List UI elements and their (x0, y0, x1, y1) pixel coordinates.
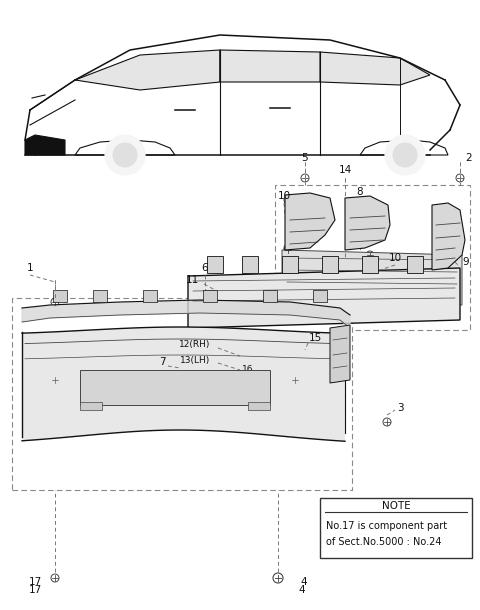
Bar (12, 298, 352, 490)
Polygon shape (432, 203, 465, 270)
Polygon shape (75, 50, 220, 90)
Polygon shape (360, 140, 448, 155)
Text: 16: 16 (242, 365, 254, 375)
Bar (80, 370, 270, 405)
Polygon shape (345, 196, 390, 250)
Text: 5: 5 (302, 153, 308, 163)
Circle shape (113, 143, 137, 167)
Polygon shape (282, 256, 298, 273)
Text: of Sect.No.5000 : No.24: of Sect.No.5000 : No.24 (326, 537, 442, 547)
Polygon shape (282, 250, 462, 305)
Text: 9: 9 (462, 257, 468, 267)
Text: 10: 10 (277, 191, 290, 201)
Bar (320, 498, 472, 558)
Text: 13(LH): 13(LH) (180, 356, 210, 365)
Bar (80, 402, 102, 410)
Text: 1: 1 (27, 263, 33, 273)
Polygon shape (313, 290, 327, 302)
Bar (248, 402, 270, 410)
Polygon shape (320, 52, 430, 85)
Polygon shape (25, 135, 65, 155)
Text: 4: 4 (298, 585, 305, 595)
Polygon shape (362, 256, 378, 273)
Polygon shape (75, 140, 175, 155)
Circle shape (393, 143, 417, 167)
Polygon shape (330, 325, 350, 383)
Polygon shape (285, 193, 335, 250)
Text: 8: 8 (357, 187, 363, 197)
Polygon shape (220, 50, 350, 82)
Polygon shape (263, 290, 277, 302)
Polygon shape (22, 327, 345, 441)
Polygon shape (242, 256, 258, 273)
Polygon shape (203, 290, 217, 302)
Text: 17: 17 (28, 585, 42, 595)
Text: 14: 14 (338, 165, 352, 175)
Circle shape (105, 135, 145, 175)
Polygon shape (407, 256, 423, 273)
Text: 7: 7 (159, 357, 165, 367)
Text: 3: 3 (396, 403, 403, 413)
Polygon shape (53, 290, 67, 302)
Text: 10: 10 (388, 253, 402, 263)
Text: 12(RH): 12(RH) (180, 340, 211, 350)
Text: 11: 11 (185, 275, 199, 285)
Text: 2: 2 (465, 153, 472, 163)
Text: 4: 4 (300, 577, 307, 587)
Text: 17: 17 (28, 577, 42, 587)
Polygon shape (93, 290, 107, 302)
Polygon shape (22, 300, 350, 328)
Bar (275, 185, 470, 330)
Text: 6: 6 (202, 263, 208, 273)
Polygon shape (207, 256, 223, 273)
Circle shape (385, 135, 425, 175)
Polygon shape (143, 290, 157, 302)
Polygon shape (188, 268, 460, 328)
Polygon shape (322, 256, 338, 273)
Text: No.17 is component part: No.17 is component part (326, 521, 447, 531)
Text: NOTE: NOTE (382, 501, 410, 511)
Text: 15: 15 (308, 333, 322, 343)
